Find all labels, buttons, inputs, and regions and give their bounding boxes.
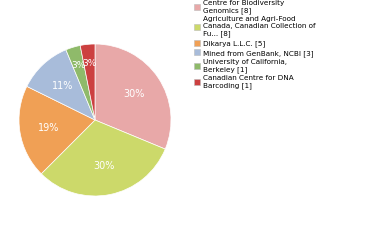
Wedge shape [27,50,95,120]
Text: 3%: 3% [71,61,86,70]
Text: 30%: 30% [124,89,145,99]
Text: 11%: 11% [52,81,73,91]
Wedge shape [41,120,165,196]
Text: 19%: 19% [38,123,59,133]
Text: 30%: 30% [93,161,115,171]
Wedge shape [80,44,95,120]
Wedge shape [95,44,171,149]
Wedge shape [66,45,95,120]
Text: 3%: 3% [82,59,97,68]
Legend: Centre for Biodiversity
Genomics [8], Agriculture and Agri-Food
Canada, Canadian: Centre for Biodiversity Genomics [8], Ag… [194,0,316,89]
Wedge shape [19,86,95,174]
